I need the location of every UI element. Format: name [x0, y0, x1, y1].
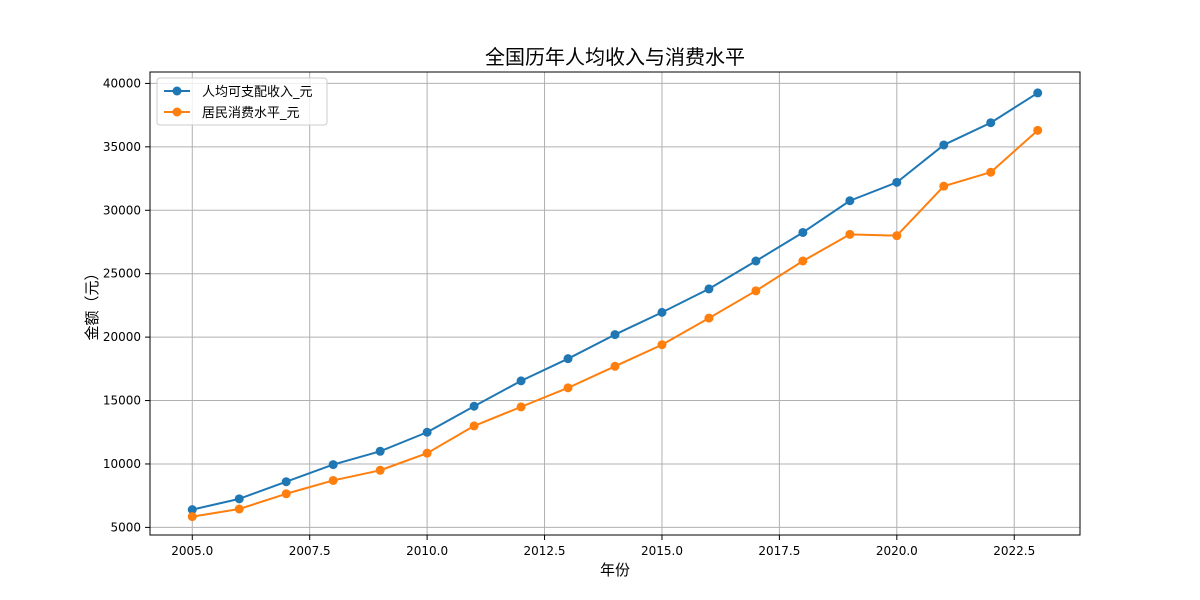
data-point [798, 227, 808, 237]
data-point [939, 140, 949, 150]
data-point [704, 284, 714, 294]
data-point [704, 313, 714, 323]
x-tick-label: 2007.5 [289, 544, 331, 558]
data-point [328, 460, 338, 470]
data-point [516, 402, 526, 412]
data-point [610, 330, 620, 340]
x-tick-label: 2010.0 [406, 544, 448, 558]
data-point [657, 307, 667, 317]
y-axis-title: 金额（元） [83, 265, 101, 340]
data-point [845, 196, 855, 206]
grid-lines [150, 72, 1080, 535]
data-point [798, 256, 808, 266]
data-point [986, 167, 996, 177]
y-tick-label: 25000 [103, 267, 141, 281]
x-axis-ticks: 2005.0 2007.5 2010.0 2012.5 2015.0 2017.5 2020… [171, 535, 1035, 558]
legend-marker [172, 86, 182, 96]
data-point [1033, 88, 1043, 98]
legend-label: 人均可支配收入_元 [202, 85, 313, 100]
data-point [1033, 125, 1043, 135]
chart-title: 全国历年人均收入与消费水平 [485, 45, 745, 69]
x-tick-label: 2012.5 [524, 544, 566, 558]
legend-label: 居民消费水平_元 [202, 106, 300, 121]
data-point [281, 477, 291, 487]
data-point [657, 340, 667, 350]
y-tick-label: 40000 [103, 76, 141, 90]
x-axis-title: 年份 [600, 561, 630, 579]
legend-marker [172, 107, 182, 117]
data-point [563, 354, 573, 364]
data-point [892, 231, 902, 241]
x-tick-label: 2015.0 [641, 544, 683, 558]
series-group-1 [187, 88, 1043, 515]
data-point [516, 376, 526, 386]
plot-area-frame [149, 71, 1081, 536]
data-point [422, 427, 432, 437]
data-point [469, 421, 479, 431]
y-tick-label: 15000 [103, 394, 141, 408]
data-point [845, 229, 855, 239]
y-axis-ticks: 5000 10000 15000 20000 25000 30000 35000 40000 [103, 76, 150, 534]
data-point [892, 177, 902, 187]
data-point [939, 181, 949, 191]
y-tick-label: 10000 [103, 457, 141, 471]
data-point [469, 401, 479, 411]
data-point [281, 489, 291, 499]
data-point [375, 446, 385, 456]
data-point [986, 118, 996, 128]
data-point [234, 494, 244, 504]
data-point [751, 256, 761, 266]
data-point [422, 448, 432, 458]
data-series [187, 88, 1043, 522]
data-point [610, 361, 620, 371]
data-point [187, 512, 197, 522]
data-point [375, 465, 385, 475]
legend-box [156, 77, 328, 126]
y-tick-label: 20000 [103, 330, 141, 344]
y-tick-label: 30000 [103, 203, 141, 217]
x-tick-label: 2022.5 [993, 544, 1035, 558]
y-tick-label: 35000 [103, 140, 141, 154]
legend-item: 居民消费水平_元 [164, 106, 300, 121]
x-tick-label: 2017.5 [758, 544, 800, 558]
legend-item: 人均可支配收入_元 [164, 85, 313, 100]
data-point [563, 383, 573, 393]
series-group-2 [187, 125, 1043, 522]
x-tick-label: 2005.0 [171, 544, 213, 558]
x-tick-label: 2020.0 [876, 544, 918, 558]
data-point [187, 505, 197, 515]
data-point [751, 286, 761, 296]
data-point [234, 504, 244, 514]
y-tick-label: 5000 [110, 520, 141, 534]
data-point [328, 475, 338, 485]
